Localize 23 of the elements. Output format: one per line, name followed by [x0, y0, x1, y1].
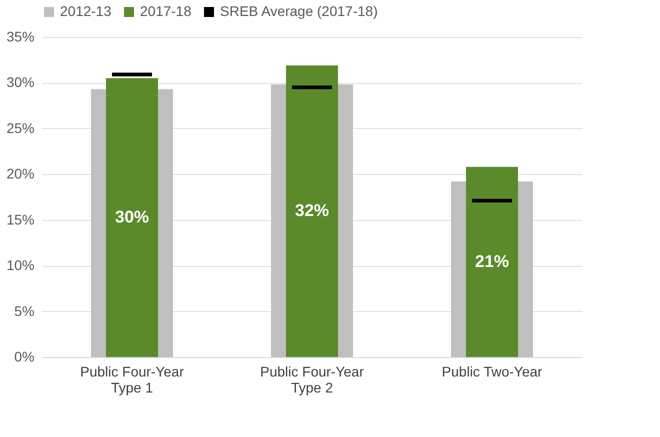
y-tick-label: 0%: [14, 348, 34, 364]
y-tick-label: 15%: [6, 211, 34, 228]
data-label: 21%: [474, 252, 510, 271]
legend-label: 2012-13: [60, 3, 112, 19]
bar: [112, 72, 152, 76]
bar: [286, 65, 338, 357]
bar: [106, 78, 158, 357]
x-tick-label: Public Two-Year: [442, 364, 543, 380]
y-tick-label: 5%: [14, 302, 34, 319]
x-tick-label: Public Four-Year Type 2: [260, 364, 364, 396]
bar: [466, 166, 518, 357]
y-tick-label: 10%: [6, 257, 34, 274]
legend-label: 2017-18: [140, 3, 192, 19]
x-tick-label: Public Four-Year Type 1: [80, 364, 184, 396]
y-tick-label: 30%: [6, 74, 34, 90]
legend-label: SREB Average (2017-18): [220, 3, 378, 19]
data-label: 32%: [294, 201, 330, 220]
bar: [472, 198, 512, 202]
data-label: 30%: [114, 208, 150, 227]
y-tick-label: 20%: [6, 166, 34, 182]
y-tick-label: 25%: [6, 120, 34, 136]
y-tick-label: 35%: [6, 28, 34, 44]
bar: [292, 85, 332, 90]
